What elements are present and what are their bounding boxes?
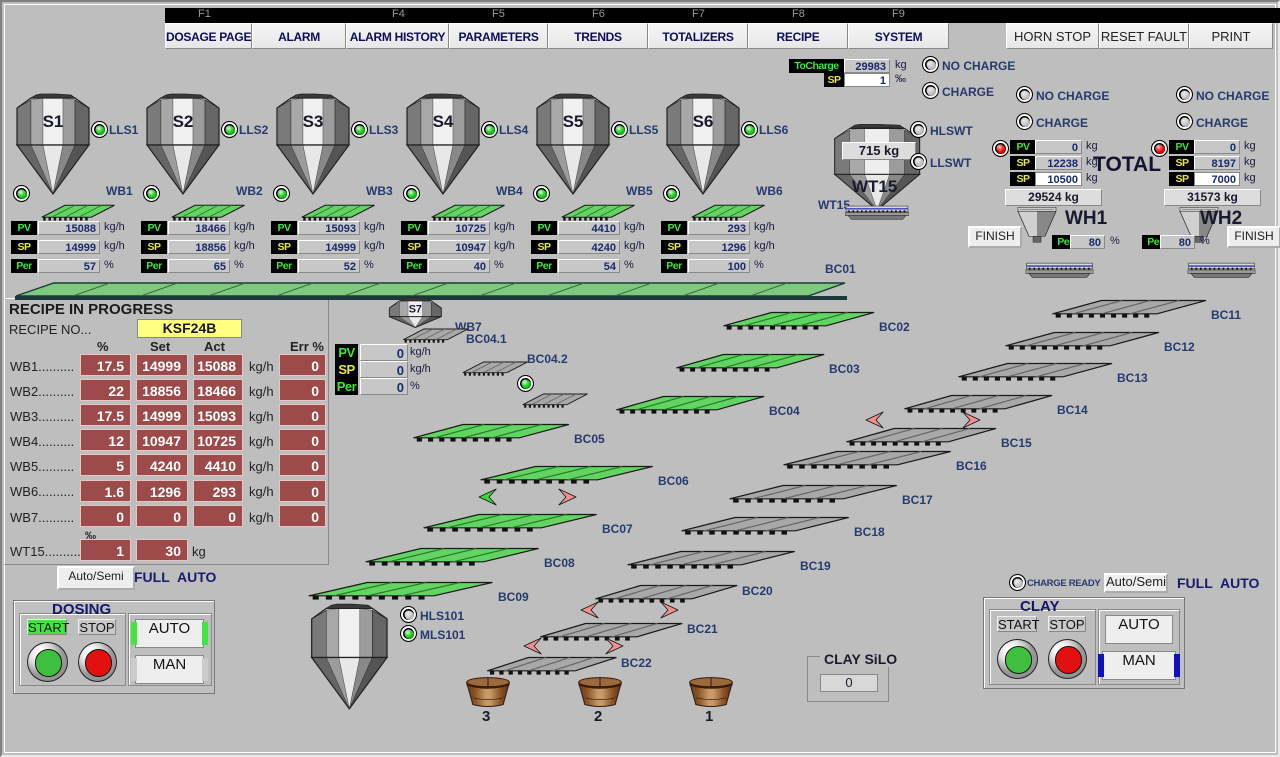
svg-text:S3: S3 (303, 112, 324, 131)
svg-text:S4: S4 (433, 112, 454, 131)
svg-text:S5: S5 (563, 112, 584, 131)
svg-text:S1: S1 (43, 112, 64, 131)
svg-text:S2: S2 (173, 112, 194, 131)
svg-text:S7: S7 (409, 303, 422, 315)
svg-text:S6: S6 (693, 112, 714, 131)
